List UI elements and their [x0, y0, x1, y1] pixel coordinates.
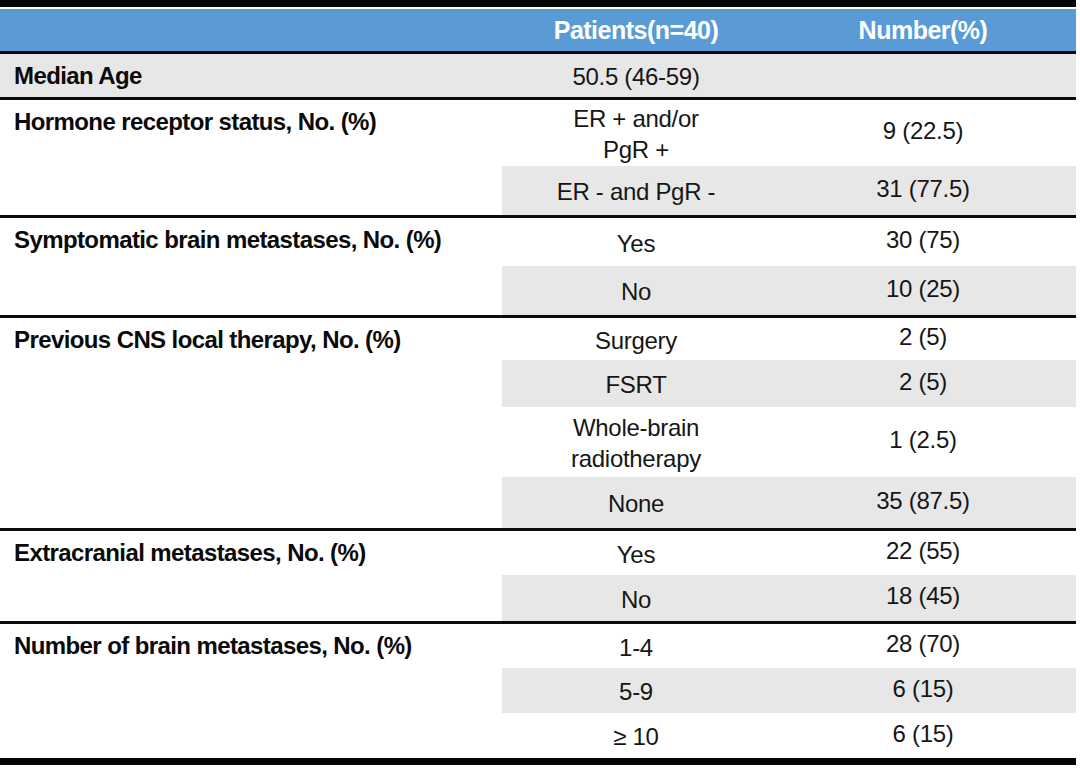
patient-characteristics-table: Patients(n=40) Number(%) Median Age 50.5…	[0, 0, 1076, 765]
subcategory-cell: 5-9	[502, 668, 770, 713]
table-bottom-border	[0, 758, 1076, 765]
table-row: Whole-brain radiotherapy 1 (2.5)	[0, 407, 1076, 477]
subcategory-cell: Surgery	[502, 318, 770, 360]
value-cell: 10 (25)	[770, 266, 1076, 315]
group-label: Median Age	[14, 62, 142, 90]
header-patients-cell: Patients(n=40)	[502, 9, 770, 51]
group-label: Symptomatic brain metastases, No. (%)	[14, 226, 441, 254]
subcategory-cell: Yes	[502, 531, 770, 575]
value-cell: 30 (75)	[770, 218, 1076, 266]
value-cell: 31 (77.5)	[770, 166, 1076, 215]
table-row: Hormone receptor status, No. (%) ER + an…	[0, 100, 1076, 166]
group-symptomatic-brain-metastases: Symptomatic brain metastases, No. (%) Ye…	[0, 215, 1076, 315]
table-header-row: Patients(n=40) Number(%)	[0, 9, 1076, 51]
group-hormone-receptor-status: Hormone receptor status, No. (%) ER + an…	[0, 97, 1076, 215]
subcategory-cell: 1-4	[502, 624, 770, 668]
table-row: 5-9 6 (15)	[0, 668, 1076, 713]
table-row: No 18 (45)	[0, 575, 1076, 621]
subcategory-cell: FSRT	[502, 360, 770, 407]
group-extracranial-metastases: Extracranial metastases, No. (%) Yes 22 …	[0, 528, 1076, 621]
subcategory-cell: No	[502, 575, 770, 621]
table-row: Symptomatic brain metastases, No. (%) Ye…	[0, 218, 1076, 266]
header-category-cell	[0, 9, 502, 51]
subcategory-cell: No	[502, 266, 770, 315]
value-cell: 35 (87.5)	[770, 477, 1076, 528]
header-number-cell: Number(%)	[770, 9, 1076, 51]
subcategory-cell: ER + and/or PgR +	[502, 100, 770, 166]
table-row: Extracranial metastases, No. (%) Yes 22 …	[0, 531, 1076, 575]
value-cell: 6 (15)	[770, 668, 1076, 713]
table-row: No 10 (25)	[0, 266, 1076, 315]
subcategory-cell: Yes	[502, 218, 770, 266]
value-cell: 1 (2.5)	[770, 407, 1076, 477]
value-cell: 28 (70)	[770, 624, 1076, 668]
subcategory-cell: Whole-brain radiotherapy	[502, 407, 770, 477]
group-median-age: Median Age 50.5 (46-59)	[0, 51, 1076, 97]
value-cell: 9 (22.5)	[770, 100, 1076, 166]
table-row: ≥ 10 6 (15)	[0, 713, 1076, 758]
value-cell: 22 (55)	[770, 531, 1076, 575]
table-row: Previous CNS local therapy, No. (%) Surg…	[0, 318, 1076, 360]
subcategory-cell: 50.5 (46-59)	[502, 54, 770, 97]
group-label: Extracranial metastases, No. (%)	[14, 539, 366, 567]
value-cell	[770, 54, 1076, 97]
value-cell: 2 (5)	[770, 360, 1076, 407]
table-row: Number of brain metastases, No. (%) 1-4 …	[0, 624, 1076, 668]
group-number-of-brain-metastases: Number of brain metastases, No. (%) 1-4 …	[0, 621, 1076, 758]
table-row: None 35 (87.5)	[0, 477, 1076, 528]
group-label: Number of brain metastases, No. (%)	[14, 632, 412, 660]
value-cell: 6 (15)	[770, 713, 1076, 758]
value-cell: 2 (5)	[770, 318, 1076, 360]
subcategory-cell: ≥ 10	[502, 713, 770, 758]
table-row: Median Age 50.5 (46-59)	[0, 54, 1076, 97]
group-label: Previous CNS local therapy, No. (%)	[14, 326, 401, 354]
table-row: FSRT 2 (5)	[0, 360, 1076, 407]
group-previous-cns-local-therapy: Previous CNS local therapy, No. (%) Surg…	[0, 315, 1076, 528]
value-cell: 18 (45)	[770, 575, 1076, 621]
subcategory-cell: None	[502, 477, 770, 528]
table-top-border	[0, 0, 1076, 7]
group-label: Hormone receptor status, No. (%)	[14, 108, 376, 136]
table-row: ER - and PgR - 31 (77.5)	[0, 166, 1076, 215]
subcategory-cell: ER - and PgR -	[502, 166, 770, 215]
